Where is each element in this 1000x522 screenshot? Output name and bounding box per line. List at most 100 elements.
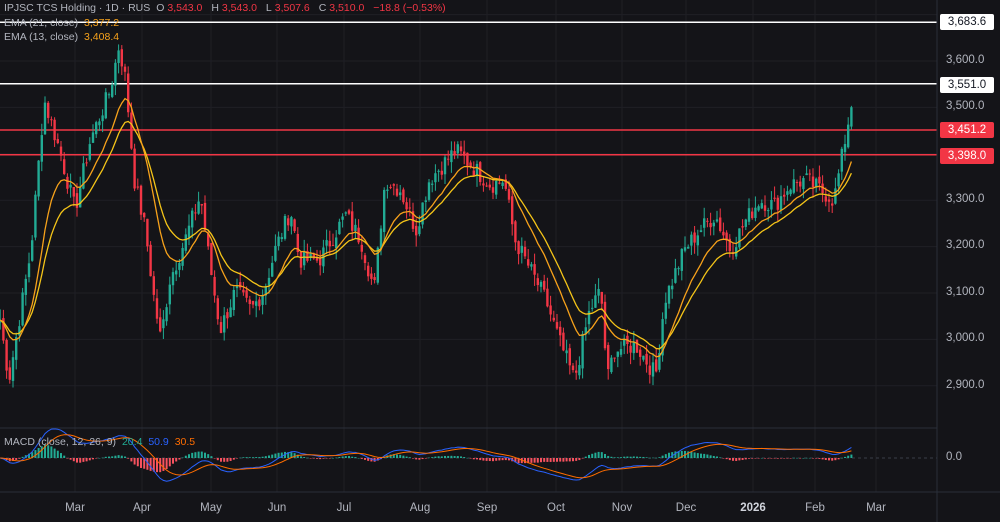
macd-histogram-bar: [60, 453, 62, 458]
candle: [533, 264, 536, 275]
macd-histogram-bar: [501, 458, 504, 461]
candle: [303, 250, 306, 266]
macd-histogram-bar: [284, 451, 286, 458]
candle: [274, 245, 277, 261]
candle: [741, 226, 744, 228]
candle: [536, 278, 539, 286]
macd-histogram-bar: [408, 457, 411, 458]
candle: [440, 170, 443, 175]
macd-histogram-bar: [607, 455, 610, 458]
y-tick: 2,900.0: [946, 379, 985, 391]
candle: [130, 112, 133, 149]
macd-histogram-bar: [428, 457, 430, 459]
candle: [760, 203, 763, 209]
macd-histogram-bar: [840, 457, 843, 459]
candle: [114, 62, 117, 86]
macd-histogram-bar: [632, 456, 635, 458]
macd-histogram-bar: [738, 458, 741, 461]
macd-histogram-bar: [645, 457, 648, 458]
macd-histogram-bar: [485, 458, 488, 461]
macd-legend[interactable]: MACD (close, 12, 26, 9) 20.4 50.9 30.5: [4, 436, 198, 448]
candle: [325, 240, 328, 246]
candle: [773, 197, 776, 199]
macd-histogram-bar: [213, 458, 216, 459]
macd-histogram-bar: [261, 456, 264, 458]
macd-histogram-bar: [812, 458, 814, 459]
macd-histogram-bar: [168, 458, 171, 467]
macd-histogram-bar: [226, 458, 229, 462]
macd-histogram-bar: [447, 455, 450, 458]
macd-histogram-bar: [136, 458, 139, 467]
candle: [370, 273, 373, 279]
macd-histogram-bar: [149, 458, 152, 471]
macd-histogram-bar: [482, 458, 485, 461]
candle: [709, 222, 712, 228]
macd-histogram-bar: [287, 452, 290, 458]
macd-histogram-bar: [821, 458, 824, 460]
macd-histogram-bar: [552, 458, 555, 462]
candle: [754, 207, 757, 218]
candle: [18, 326, 21, 336]
macd-histogram-bar: [706, 454, 709, 458]
candle: [770, 200, 773, 210]
macd-histogram-bar: [172, 458, 174, 464]
candle: [779, 196, 783, 211]
ema13-legend[interactable]: EMA (13, close) 3,408.4: [4, 31, 122, 43]
macd-histogram-bar: [236, 458, 238, 459]
candle: [8, 367, 11, 380]
macd-histogram-bar: [652, 457, 654, 459]
candle: [296, 233, 299, 253]
candle: [661, 319, 664, 356]
macd-histogram-bar: [255, 457, 258, 458]
candle: [383, 189, 386, 232]
candle: [808, 173, 811, 175]
macd-histogram-bar: [204, 452, 206, 458]
macd-histogram-bar: [146, 458, 149, 470]
x-tick: Aug: [409, 502, 431, 514]
candle: [623, 338, 626, 346]
candle: [667, 285, 671, 304]
macd-histogram-bar: [498, 458, 501, 461]
macd-histogram-bar: [392, 454, 395, 458]
level-tag[interactable]: 3,398.0: [940, 148, 994, 164]
candle: [82, 163, 85, 189]
candle: [607, 345, 610, 370]
candle: [373, 277, 376, 281]
candle: [271, 262, 274, 277]
candle: [523, 246, 527, 257]
candle: [706, 220, 709, 222]
macd-histogram-bar: [156, 458, 158, 473]
ema21-legend[interactable]: EMA (21, close) 3,377.2: [4, 17, 122, 29]
x-tick: Apr: [133, 502, 151, 514]
candle: [447, 158, 450, 160]
macd-histogram-bar: [540, 458, 542, 463]
level-tag[interactable]: 3,451.2: [940, 122, 994, 138]
candle: [571, 365, 575, 371]
macd-histogram-bar: [472, 458, 475, 460]
candle: [363, 255, 367, 264]
macd-histogram-bar: [200, 451, 203, 458]
macd-histogram-bar: [674, 451, 677, 458]
candle: [47, 102, 50, 118]
candle: [242, 289, 245, 293]
candle: [507, 189, 511, 200]
macd-histogram-bar: [735, 458, 738, 461]
candle: [581, 333, 584, 369]
macd-histogram-bar: [488, 458, 491, 462]
level-tag[interactable]: 3,551.0: [940, 77, 994, 93]
macd-histogram-bar: [767, 458, 770, 459]
macd-histogram-bar: [367, 458, 370, 461]
macd-histogram-bar: [28, 453, 30, 458]
macd-histogram-bar: [178, 458, 181, 460]
candle: [482, 183, 485, 186]
candle: [155, 298, 159, 319]
candle: [165, 307, 168, 322]
symbol-title[interactable]: IPJSC TCS Holding · 1D · RUS: [4, 2, 151, 14]
macd-histogram-bar: [53, 448, 56, 458]
candle: [139, 185, 143, 215]
level-tag[interactable]: 3,683.6: [940, 14, 994, 30]
macd-histogram-bar: [197, 451, 200, 458]
candle: [530, 264, 533, 267]
candle: [568, 348, 571, 366]
